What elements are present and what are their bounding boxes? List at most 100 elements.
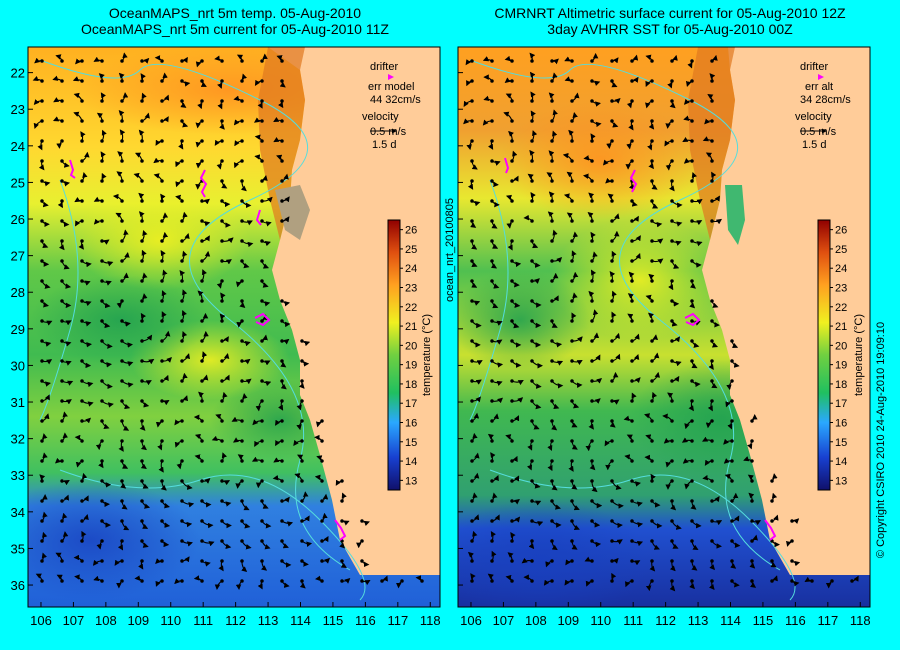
current-origin-dot xyxy=(300,339,304,343)
current-origin-dot xyxy=(570,419,574,423)
current-origin-dot xyxy=(40,399,44,403)
product-id: ocean_nrt_20100805 xyxy=(444,198,456,302)
current-origin-dot xyxy=(570,339,574,343)
lon-tick-label: 114 xyxy=(720,613,741,628)
current-origin-dot xyxy=(100,359,104,363)
current-origin-dot xyxy=(320,579,324,583)
current-origin-dot xyxy=(240,359,244,363)
current-origin-dot xyxy=(710,539,714,543)
current-origin-dot xyxy=(260,339,264,343)
current-origin-dot xyxy=(280,539,284,543)
current-origin-dot xyxy=(40,299,44,303)
colorbar-tick-label: 18 xyxy=(835,379,847,391)
current-origin-dot xyxy=(510,379,514,383)
current-origin-dot xyxy=(630,439,634,443)
current-origin-dot xyxy=(670,419,674,423)
colorbar-tick-label: 17 xyxy=(835,398,847,410)
current-origin-dot xyxy=(60,259,64,263)
current-origin-dot xyxy=(140,239,144,243)
lon-tick-label: 118 xyxy=(850,613,871,628)
current-origin-dot xyxy=(140,79,144,83)
current-origin-dot xyxy=(220,219,224,223)
current-origin-dot xyxy=(160,499,164,503)
current-origin-dot xyxy=(710,579,714,583)
current-origin-dot xyxy=(200,539,204,543)
current-origin-dot xyxy=(530,299,534,303)
current-origin-dot xyxy=(610,339,614,343)
current-origin-dot xyxy=(570,319,574,323)
current-origin-dot xyxy=(530,79,534,83)
current-origin-dot xyxy=(220,379,224,383)
current-origin-dot xyxy=(510,239,514,243)
colorbar-tick-label: 18 xyxy=(405,379,417,391)
current-origin-dot xyxy=(650,199,654,203)
current-origin-dot xyxy=(630,399,634,403)
current-origin-dot xyxy=(570,399,574,403)
current-origin-dot xyxy=(120,559,124,563)
current-origin-dot xyxy=(650,279,654,283)
current-origin-dot xyxy=(180,219,184,223)
left-colorbar: temperature (°C) xyxy=(387,219,433,491)
lat-tick-label: 35 xyxy=(11,541,25,556)
lon-tick-label: 116 xyxy=(355,613,376,628)
current-origin-dot xyxy=(160,139,164,143)
current-origin-dot xyxy=(650,319,654,323)
current-origin-dot xyxy=(340,519,344,523)
current-origin-dot xyxy=(40,139,44,143)
current-origin-dot xyxy=(60,319,64,323)
current-origin-dot xyxy=(570,139,574,143)
lon-tick-label: 111 xyxy=(193,613,213,628)
current-origin-dot xyxy=(40,479,44,483)
current-origin-dot xyxy=(60,239,64,243)
current-origin-dot xyxy=(590,519,594,523)
colorbar-tick-label: 26 xyxy=(405,225,417,237)
current-origin-dot xyxy=(100,499,104,503)
current-origin-dot xyxy=(80,559,84,563)
current-origin-dot xyxy=(280,419,284,423)
current-origin-dot xyxy=(610,79,614,83)
lat-tick-label: 33 xyxy=(11,468,25,483)
current-origin-dot xyxy=(650,139,654,143)
current-origin-dot xyxy=(160,579,164,583)
current-origin-dot xyxy=(100,79,104,83)
current-origin-dot xyxy=(300,479,304,483)
current-origin-dot xyxy=(590,179,594,183)
current-origin-dot xyxy=(630,279,634,283)
current-origin-dot xyxy=(200,479,204,483)
current-origin-dot xyxy=(750,519,754,523)
current-origin-dot xyxy=(100,279,104,283)
current-origin-dot xyxy=(240,399,244,403)
current-origin-dot xyxy=(650,299,654,303)
current-origin-dot xyxy=(300,499,304,503)
current-origin-dot xyxy=(200,199,204,203)
current-origin-dot xyxy=(770,559,774,563)
current-origin-dot xyxy=(260,259,264,263)
current-origin-dot xyxy=(710,399,714,403)
current-origin-dot xyxy=(730,399,734,403)
colorbar-tick-label: 14 xyxy=(405,456,417,468)
current-origin-dot xyxy=(650,439,654,443)
current-origin-dot xyxy=(710,299,714,303)
current-origin-dot xyxy=(360,579,364,583)
lat-tick-label: 23 xyxy=(11,102,25,117)
current-origin-dot xyxy=(240,59,244,63)
current-origin-dot xyxy=(650,359,654,363)
current-origin-dot xyxy=(730,559,734,563)
current-origin-dot xyxy=(550,299,554,303)
current-origin-dot xyxy=(120,519,124,523)
current-origin-dot xyxy=(240,119,244,123)
current-origin-dot xyxy=(550,439,554,443)
current-origin-dot xyxy=(120,239,124,243)
current-origin-dot xyxy=(570,539,574,543)
lat-tick-label: 24 xyxy=(11,139,25,154)
current-origin-dot xyxy=(570,59,574,63)
current-origin-dot xyxy=(610,259,614,263)
current-origin-dot xyxy=(160,199,164,203)
current-origin-dot xyxy=(260,279,264,283)
lat-tick-label: 31 xyxy=(11,395,25,410)
current-origin-dot xyxy=(530,519,534,523)
lat-tick-label: 25 xyxy=(11,175,25,190)
current-origin-dot xyxy=(320,439,324,443)
colorbar-tick-label: 19 xyxy=(835,360,847,372)
current-origin-dot xyxy=(610,219,614,223)
